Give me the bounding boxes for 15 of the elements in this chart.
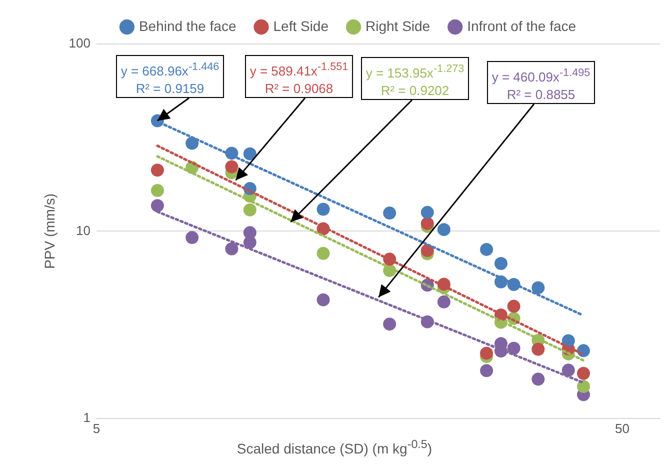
legend-label: Behind the face: [138, 18, 236, 34]
y-tick-label: 10: [76, 222, 90, 238]
legend-label: Left Side: [273, 18, 329, 34]
annotation: y = 668.96x$^{-1.446}$ R² = 0.9159: [117, 58, 223, 98]
annotation: y = 460.09x$^{-1.495}$ R² = 0.8855: [488, 64, 594, 104]
x-tick-label: 5: [92, 420, 100, 436]
legend-label: Right Side: [366, 18, 430, 34]
x-axis-title: Scaled distance (SD) (m kg$^{-0.5}$): [236, 438, 434, 457]
annotation: y = 589.41x$^{-1.551}$ R² = 0.9068: [246, 58, 352, 98]
y-tick-label: 100: [68, 36, 90, 51]
y-tick-label: 1: [83, 410, 90, 425]
annotation: y = 153.95x$^{-1.273}$ R² = 0.9202: [362, 60, 468, 100]
x-tick-label: 50: [614, 420, 630, 436]
y-axis-title: PPV (mm/s): [41, 193, 58, 269]
legend-label: Infront of the face: [467, 18, 576, 34]
